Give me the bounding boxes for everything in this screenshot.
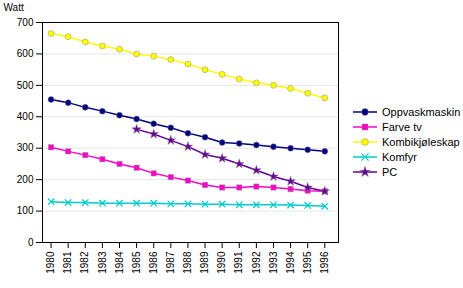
html-text:Komfyr: Komfyr xyxy=(382,151,417,163)
html-text:Kombikjøleskap: Kombikjøleskap xyxy=(382,136,460,148)
svg-text:300: 300 xyxy=(17,142,34,153)
svg-text:1994: 1994 xyxy=(285,251,296,274)
svg-text:0: 0 xyxy=(28,237,34,248)
svg-text:400: 400 xyxy=(17,111,34,122)
svg-text:100: 100 xyxy=(17,205,34,216)
svg-text:1993: 1993 xyxy=(268,251,279,274)
svg-text:1981: 1981 xyxy=(62,251,73,274)
svg-text:500: 500 xyxy=(17,80,34,91)
svg-text:1996: 1996 xyxy=(319,251,330,274)
html-text:Oppvaskmaskin: Oppvaskmaskin xyxy=(382,106,461,118)
svg-text:1980: 1980 xyxy=(45,251,56,274)
html-text:Farve tv: Farve tv xyxy=(382,121,422,133)
svg-text:1990: 1990 xyxy=(216,251,227,274)
svg-text:1986: 1986 xyxy=(148,251,159,274)
svg-text:Watt: Watt xyxy=(4,2,24,13)
svg-text:1992: 1992 xyxy=(251,251,262,274)
svg-text:1982: 1982 xyxy=(79,251,90,274)
svg-text:1984: 1984 xyxy=(114,251,125,274)
svg-text:1985: 1985 xyxy=(131,251,142,274)
svg-text:1987: 1987 xyxy=(165,251,176,274)
svg-text:1989: 1989 xyxy=(199,251,210,274)
svg-text:200: 200 xyxy=(17,174,34,185)
svg-text:700: 700 xyxy=(17,17,34,28)
svg-text:600: 600 xyxy=(17,48,34,59)
svg-text:1991: 1991 xyxy=(233,251,244,274)
html-text:PC: PC xyxy=(382,166,398,178)
svg-text:1995: 1995 xyxy=(302,251,313,274)
svg-text:1983: 1983 xyxy=(97,251,108,274)
svg-text:1988: 1988 xyxy=(182,251,193,274)
